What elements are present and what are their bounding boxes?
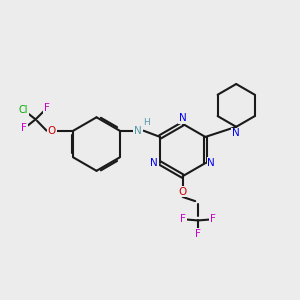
Text: O: O <box>178 187 187 196</box>
Text: F: F <box>21 123 27 133</box>
Text: Cl: Cl <box>18 105 28 115</box>
Text: H: H <box>143 118 150 127</box>
Text: F: F <box>210 214 216 224</box>
Text: O: O <box>48 126 56 136</box>
Text: N: N <box>232 128 240 138</box>
Text: N: N <box>134 126 142 136</box>
Text: F: F <box>44 103 50 113</box>
Text: N: N <box>207 158 215 168</box>
Text: F: F <box>195 229 201 239</box>
Text: F: F <box>180 214 186 224</box>
Text: N: N <box>179 113 187 123</box>
Text: N: N <box>150 158 158 168</box>
